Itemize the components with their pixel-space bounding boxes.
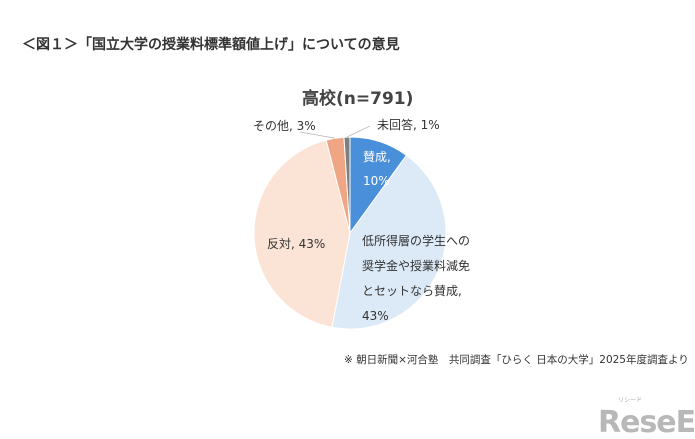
slice-label-other: その他, 3% [253,119,316,133]
slice-label-line: 10% [363,174,390,188]
slice-label-sansei: 賛成, 10% [363,145,391,193]
slice-label-line: 賛成, [363,150,391,164]
reseed-logo: ReseEd [598,405,695,439]
slice-label-hantai: 反対, 43% [267,237,326,251]
chart-title: 高校(n=791) [302,89,414,109]
source-note: ※ 朝日新聞×河合塾 共同調査「ひらく 日本の大学」2025年度調査より [344,354,689,366]
slice-label-conditional: 低所得層の学生への 奨学金や授業料減免 とセットなら賛成, 43% [362,229,470,329]
slice-label-line: とセットなら賛成, [362,284,462,298]
logo-subtext: リシード [618,397,643,404]
leader-line [346,125,371,138]
slice-label-noanswer: 未回答, 1% [377,118,440,132]
leader-line [299,131,336,139]
slice-hantai [253,139,351,328]
figure-title: ＜図１＞「国立大学の授業料標準額値上げ」についての意見 [22,37,400,53]
slice-label-line: 奨学金や授業料減免 [362,259,471,273]
slice-conditional [331,154,447,330]
slice-label-line: 43% [362,309,389,323]
slice-label-line: 低所得層の学生への [362,234,471,248]
